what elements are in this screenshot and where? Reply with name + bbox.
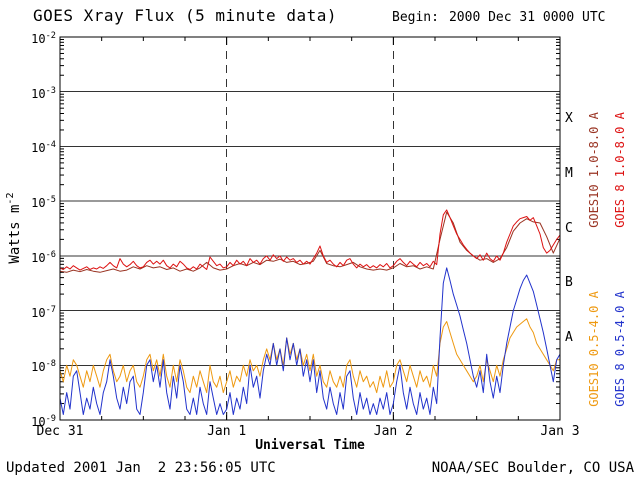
begin-time: Begin: 2000 Dec 31 0000 UTC: [392, 10, 606, 25]
y-tick-label: 10-9: [31, 414, 56, 429]
y-tick-label: 10-3: [31, 85, 56, 101]
series-goes10-0.5-4.0-a: [59, 318, 560, 394]
x-tick-label: Jan 2: [373, 424, 413, 439]
x-tick-label: Jan 1: [207, 424, 247, 439]
series-goes-8-0.5-4.0-a: [59, 267, 561, 415]
flare-class-x: X: [565, 111, 573, 127]
y-tick-label: 10-4: [31, 140, 56, 156]
x-tick-label: Dec 31: [36, 424, 84, 439]
x-tick-label: Jan 3: [540, 424, 580, 439]
flare-class-m: M: [565, 165, 573, 181]
y-tick-label: 10-2: [31, 31, 56, 46]
chart-title: GOES Xray Flux (5 minute data): [33, 6, 337, 25]
y-tick-label: 10-6: [31, 249, 56, 265]
updated-timestamp: Updated 2001 Jan 2 23:56:05 UTC: [6, 460, 276, 476]
begin-label: Begin:: [392, 10, 439, 25]
flare-class-b: B: [565, 275, 573, 291]
legend-goes10-long: GOES10 1.0-8.0 A: [587, 112, 601, 228]
x-axis-label: Universal Time: [255, 438, 365, 453]
legend-goes10-short: GOES10 0.5-4.0 A: [587, 291, 601, 407]
flare-class-a: A: [565, 329, 573, 345]
legend-goes8-short: GOES 8 0.5-4.0 A: [613, 291, 627, 407]
plot-frame: [59, 36, 561, 421]
legend-goes8-long: GOES 8 1.0-8.0 A: [613, 112, 627, 228]
y-tick-label: 10-5: [31, 195, 56, 211]
y-tick-label: 10-8: [31, 359, 56, 375]
y-tick-label: 10-7: [31, 304, 56, 320]
series-goes-8-1.0-8.0-a: [59, 209, 561, 271]
flare-class-c: C: [565, 220, 573, 236]
source-credit: NOAA/SEC Boulder, CO USA: [431, 460, 634, 476]
begin-value: 2000 Dec 31 0000 UTC: [448, 10, 606, 25]
